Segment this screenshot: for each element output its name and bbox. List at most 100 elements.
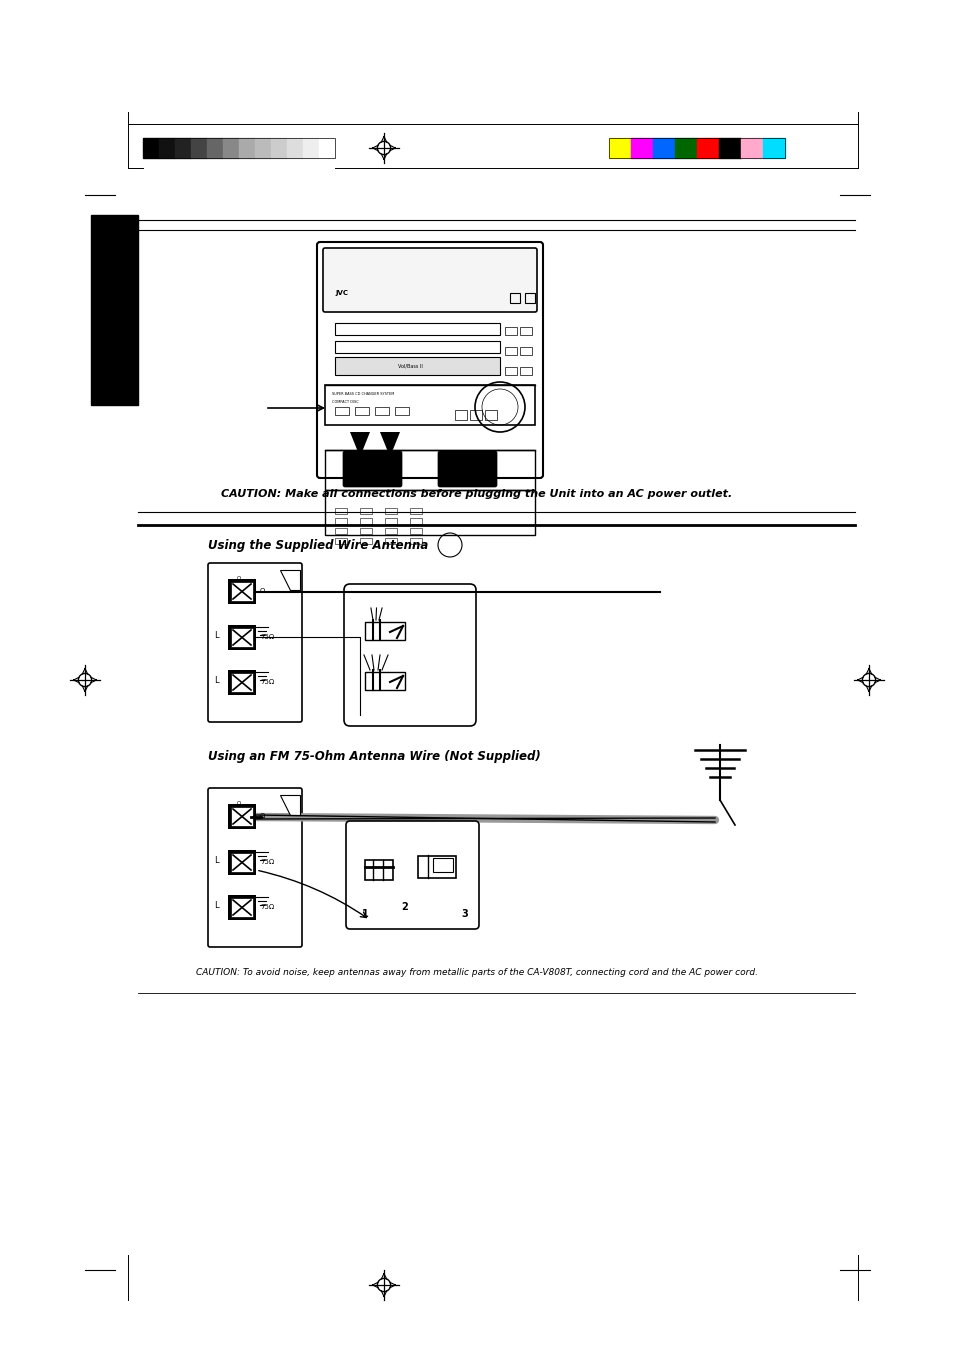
Bar <box>519 366 532 375</box>
Text: L: L <box>213 900 218 910</box>
Bar <box>271 138 287 158</box>
Text: L: L <box>213 631 218 639</box>
Bar <box>365 860 393 880</box>
FancyBboxPatch shape <box>344 584 476 726</box>
Text: Using the Supplied Wire Antenna: Using the Supplied Wire Antenna <box>208 539 428 552</box>
Bar <box>359 529 372 534</box>
Bar <box>231 673 253 692</box>
Bar <box>303 138 318 158</box>
Bar <box>385 508 396 514</box>
Bar <box>254 138 271 158</box>
Bar <box>365 672 405 690</box>
Text: 3: 3 <box>461 909 468 919</box>
Bar <box>231 581 253 602</box>
Text: CAUTION: To avoid noise, keep antennas away from metallic parts of the CA-V808T,: CAUTION: To avoid noise, keep antennas a… <box>195 968 758 977</box>
FancyBboxPatch shape <box>323 247 537 312</box>
Bar <box>697 138 719 158</box>
Bar <box>740 138 762 158</box>
Bar <box>608 138 784 158</box>
FancyBboxPatch shape <box>343 452 401 487</box>
Bar <box>504 327 517 335</box>
Polygon shape <box>280 571 299 589</box>
Text: Ω: Ω <box>236 576 241 581</box>
Bar <box>359 518 372 525</box>
Text: 75Ω: 75Ω <box>260 904 274 910</box>
Text: CAUTION: Make all connections before plugging the Unit into an AC power outlet.: CAUTION: Make all connections before plu… <box>221 489 732 499</box>
Bar <box>228 671 255 695</box>
Bar <box>335 518 347 525</box>
Text: JVC: JVC <box>335 289 348 296</box>
Polygon shape <box>280 795 299 815</box>
Bar <box>231 853 253 872</box>
Bar <box>385 538 396 544</box>
Bar <box>325 450 535 489</box>
Text: Ω: Ω <box>236 800 241 806</box>
Bar <box>335 508 347 514</box>
Bar <box>417 856 456 877</box>
Bar <box>385 518 396 525</box>
Bar <box>675 138 697 158</box>
Text: COMPACT DISC: COMPACT DISC <box>332 400 358 404</box>
Bar <box>652 138 675 158</box>
Text: Ω: Ω <box>260 813 265 819</box>
Bar <box>630 138 652 158</box>
Bar <box>355 407 369 415</box>
Bar <box>228 804 255 829</box>
Bar <box>410 508 421 514</box>
FancyBboxPatch shape <box>208 788 302 946</box>
Bar <box>228 579 255 604</box>
Bar <box>510 293 519 303</box>
Bar <box>524 293 535 303</box>
FancyBboxPatch shape <box>208 562 302 722</box>
Bar <box>433 859 453 872</box>
Text: 1: 1 <box>361 909 368 919</box>
Text: 75Ω: 75Ω <box>260 634 274 639</box>
Text: Ω: Ω <box>260 588 265 594</box>
Bar <box>174 138 191 158</box>
FancyBboxPatch shape <box>346 821 478 929</box>
Bar <box>410 538 421 544</box>
FancyBboxPatch shape <box>437 452 497 487</box>
Text: Using an FM 75-Ohm Antenna Wire (Not Supplied): Using an FM 75-Ohm Antenna Wire (Not Sup… <box>208 750 540 763</box>
Bar <box>359 508 372 514</box>
Bar <box>359 538 372 544</box>
Polygon shape <box>379 433 399 457</box>
Bar <box>719 138 740 158</box>
Bar <box>410 529 421 534</box>
Bar <box>231 807 253 826</box>
Bar <box>318 138 335 158</box>
Bar <box>287 138 303 158</box>
Bar <box>325 489 535 535</box>
Bar <box>207 138 223 158</box>
Bar <box>410 518 421 525</box>
Bar <box>375 407 389 415</box>
Bar <box>228 895 255 919</box>
Bar <box>335 341 499 353</box>
Bar <box>231 898 253 917</box>
Bar <box>608 138 630 158</box>
Bar <box>239 138 254 158</box>
Bar <box>762 138 784 158</box>
Bar <box>335 357 499 375</box>
Bar <box>335 407 349 415</box>
Text: 75Ω: 75Ω <box>260 859 274 865</box>
Bar <box>223 138 239 158</box>
Bar <box>159 138 174 158</box>
Text: SUPER BASS CD CHANGER SYSTEM: SUPER BASS CD CHANGER SYSTEM <box>332 392 394 396</box>
Bar <box>335 538 347 544</box>
Bar <box>519 347 532 356</box>
Bar <box>228 850 255 875</box>
Text: Vol/Bass II: Vol/Bass II <box>397 362 422 368</box>
Bar <box>519 327 532 335</box>
Bar <box>365 622 405 639</box>
Bar <box>504 347 517 356</box>
Text: L: L <box>213 856 218 865</box>
Bar <box>385 529 396 534</box>
Bar <box>143 138 335 158</box>
Bar <box>143 138 159 158</box>
Polygon shape <box>350 433 370 457</box>
Bar <box>484 410 497 420</box>
Bar <box>231 627 253 648</box>
Text: L: L <box>213 676 218 685</box>
Bar <box>335 529 347 534</box>
